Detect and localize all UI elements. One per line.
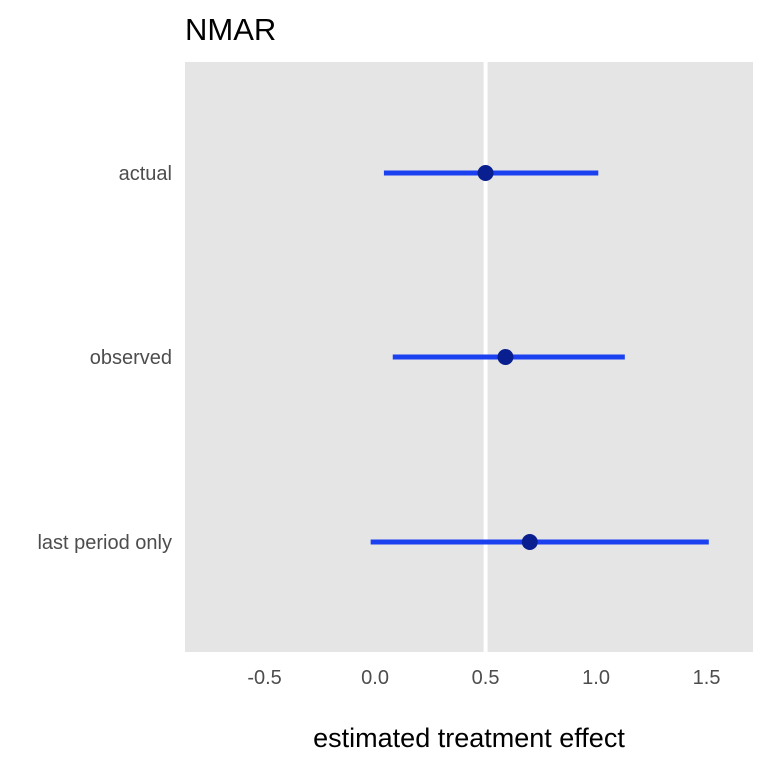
y-tick-label-observed: observed [90,347,172,369]
y-tick-label-layer: actual observed last period only [37,163,172,554]
x-axis-title: estimated treatment effect [313,723,625,753]
y-tick-label-last-period-only: last period only [37,532,172,554]
x-tick-label-layer: -0.5 0.0 0.5 1.0 1.5 [247,667,720,689]
x-tick-label: 1.5 [693,667,721,689]
x-tick-label: 1.0 [582,667,610,689]
point-observed [497,349,514,365]
x-tick-label: 0.5 [472,667,500,689]
chart-title: NMAR [185,12,276,47]
point-last-period-only [521,534,538,550]
point-layer [477,165,538,550]
point-actual [477,165,494,181]
x-tick-label: 0.0 [361,667,389,689]
y-tick-label-actual: actual [119,163,172,185]
x-tick-label: -0.5 [247,667,281,689]
